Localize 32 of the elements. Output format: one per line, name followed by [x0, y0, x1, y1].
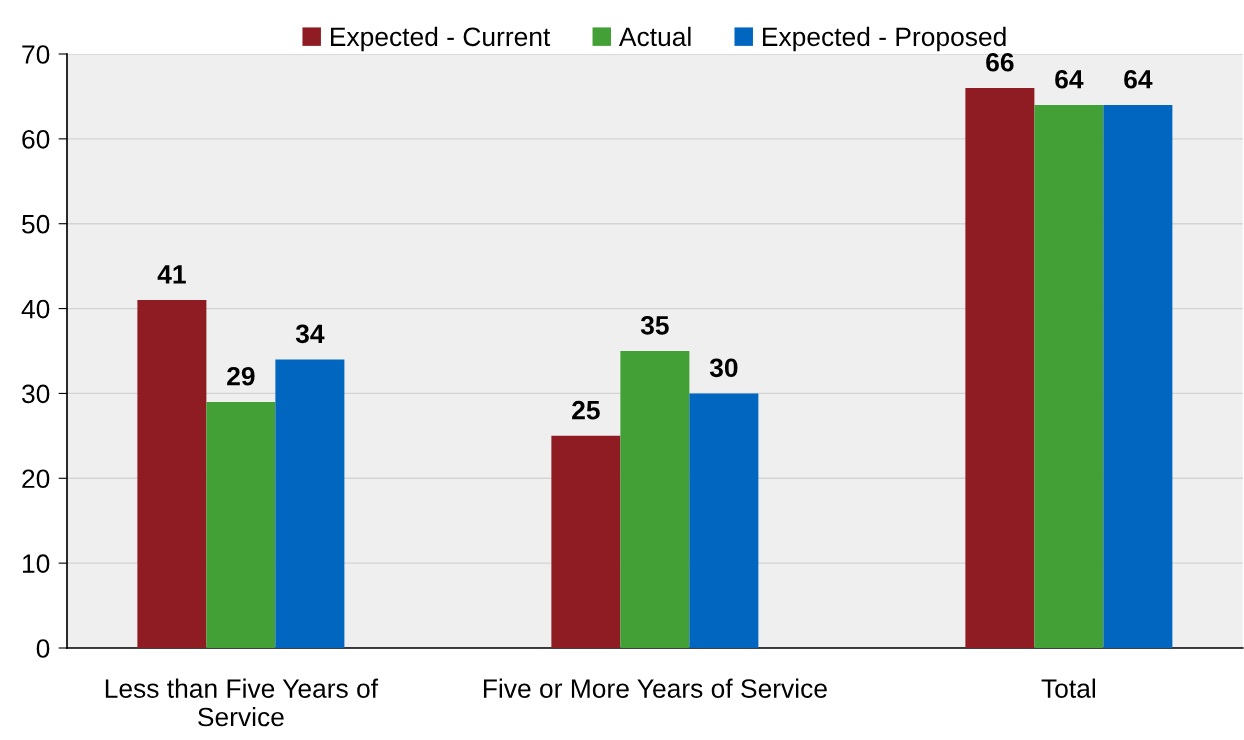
bar [137, 300, 207, 648]
y-tick-label: 40 [21, 299, 50, 319]
data-label: 64 [1124, 69, 1153, 89]
bar [620, 351, 690, 648]
data-label: 30 [709, 358, 738, 378]
y-tick-label: 70 [22, 45, 50, 64]
data-label: 25 [572, 400, 600, 420]
x-tick-label: Less than Five Years of Service [105, 678, 379, 727]
bar [965, 87, 1035, 648]
y-tick-label: 0 [36, 639, 50, 658]
data-label: 64 [1055, 69, 1084, 89]
data-label: 66 [986, 52, 1014, 72]
data-label: 41 [157, 265, 186, 284]
bar [689, 393, 759, 648]
y-tick-label: 60 [22, 129, 50, 149]
bar [206, 401, 276, 648]
x-tick-label: Total [1041, 678, 1095, 698]
legend-label: Expected - Current [331, 26, 551, 52]
x-tick-label: Five or More Years of Service [483, 678, 827, 698]
bar [275, 359, 345, 648]
bar [551, 435, 621, 648]
data-label: 29 [227, 366, 255, 386]
bar [1103, 104, 1173, 648]
y-tick-label: 50 [22, 214, 50, 234]
legend-label: Actual [618, 26, 691, 47]
y-tick-label: 30 [21, 384, 50, 404]
legend-label: Expected - Proposed [763, 26, 1006, 52]
data-label: 35 [640, 315, 669, 335]
y-tick-label: 10 [23, 554, 50, 573]
bar [1034, 104, 1104, 648]
data-label: 34 [295, 324, 325, 344]
y-tick-label: 20 [22, 469, 50, 489]
